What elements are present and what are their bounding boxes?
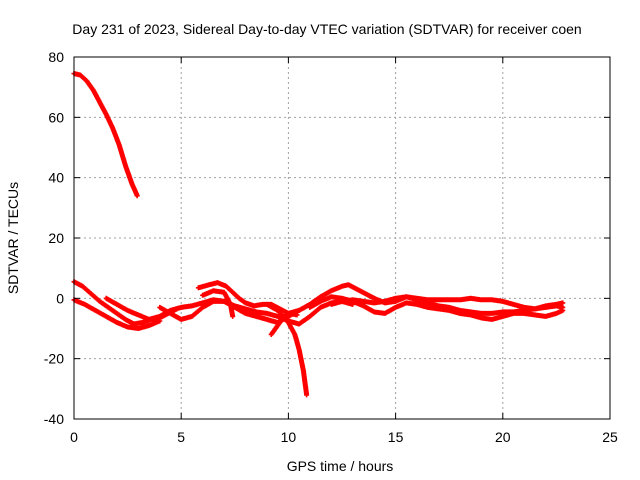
x-tick-label: 20	[495, 429, 511, 445]
y-tick-label: -40	[44, 411, 64, 427]
point-markers	[200, 288, 236, 319]
series-track-1	[71, 71, 140, 199]
y-tick-label: 0	[56, 290, 64, 306]
y-axis-label: SDTVAR / TECUs	[5, 182, 21, 294]
point-markers	[307, 294, 566, 322]
point-markers	[328, 294, 566, 312]
series-track-12	[328, 294, 566, 312]
x-tick-label: 0	[70, 429, 78, 445]
series-track-7	[200, 288, 236, 319]
point-markers	[71, 71, 140, 199]
point-markers	[71, 279, 180, 327]
y-tick-label: 20	[48, 230, 64, 246]
y-tick-label: 40	[48, 170, 64, 186]
axis-ticks: 0 5 10 15 20 25 -40 -20 0 20 40 60 80	[44, 49, 618, 445]
y-tick-label: 80	[48, 49, 64, 65]
series-track-2	[71, 279, 180, 327]
x-tick-label: 5	[177, 429, 185, 445]
x-tick-label: 25	[602, 429, 618, 445]
series-track-11	[307, 294, 566, 322]
grid-lines	[74, 57, 610, 419]
x-tick-label: 10	[281, 429, 297, 445]
chart-title: Day 231 of 2023, Sidereal Day-to-day VTE…	[72, 21, 581, 37]
y-tick-label: 60	[48, 109, 64, 125]
data-points	[71, 71, 566, 398]
x-tick-label: 15	[388, 429, 404, 445]
y-tick-label: -20	[44, 351, 64, 367]
x-axis-label: GPS time / hours	[287, 458, 394, 474]
